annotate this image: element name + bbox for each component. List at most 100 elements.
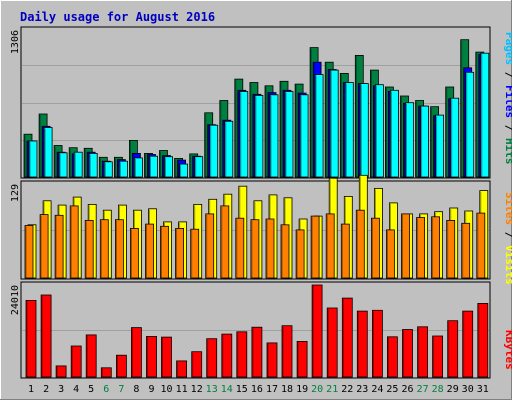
bar-sites-day-19 [295, 229, 305, 279]
bar-kbytes-day-27 [417, 326, 429, 378]
bar-sites-day-8 [129, 227, 139, 279]
series-label-part: Sites [503, 192, 512, 225]
series-label-part: KBytes [503, 330, 512, 370]
series-label-part: Visits [503, 245, 512, 285]
bar-pages-day-28 [435, 114, 445, 178]
bar-sites-day-13 [205, 213, 215, 279]
bar-pages-day-30 [465, 71, 475, 178]
bar-sites-day-10 [160, 225, 169, 279]
bar-pages-day-26 [405, 102, 414, 178]
bar-pages-day-12 [194, 156, 204, 178]
x-tick-day-3: 3 [58, 384, 64, 395]
bar-sites-day-7 [115, 219, 124, 279]
bar-sites-day-28 [431, 216, 441, 279]
bar-kbytes-day-13 [206, 338, 218, 378]
bar-pages-day-21 [329, 69, 339, 178]
bar-sites-day-20 [310, 215, 320, 279]
bar-pages-day-31 [480, 52, 490, 178]
bar-pages-day-1 [28, 140, 38, 178]
panel2-series-label: Sites / Visits [503, 192, 512, 285]
x-tick-day-7: 7 [118, 384, 124, 395]
bar-sites-day-4 [69, 205, 79, 279]
bar-pages-day-22 [344, 82, 354, 178]
bar-kbytes-day-7 [116, 354, 127, 378]
x-tick-day-15: 15 [236, 384, 248, 395]
x-tick-day-16: 16 [251, 384, 263, 395]
bar-pages-day-20 [314, 74, 324, 178]
bar-kbytes-day-25 [386, 336, 398, 378]
x-tick-day-8: 8 [133, 384, 139, 395]
x-tick-day-25: 25 [386, 384, 398, 395]
chart-title: Daily usage for August 2016 [20, 10, 215, 24]
bar-sites-day-3 [54, 214, 64, 279]
bar-sites-day-31 [476, 212, 486, 279]
bar-sites-day-29 [446, 219, 456, 279]
x-tick-day-17: 17 [266, 384, 278, 395]
bar-kbytes-day-17 [266, 342, 278, 378]
bar-kbytes-day-21 [326, 307, 338, 378]
panel3-series-label: KBytes [503, 330, 512, 370]
bar-kbytes-day-12 [191, 351, 203, 378]
x-tick-day-28: 28 [432, 384, 444, 395]
bar-kbytes-day-1 [25, 299, 37, 378]
bar-sites-day-6 [99, 219, 109, 279]
bar-kbytes-day-16 [251, 326, 263, 378]
panel2-max-label: 129 [10, 184, 21, 202]
bar-sites-day-15 [235, 217, 245, 279]
bar-pages-day-8 [133, 157, 143, 178]
series-label-part: / [503, 118, 512, 138]
bar-sites-day-22 [340, 223, 350, 279]
x-tick-day-31: 31 [477, 384, 489, 395]
bar-sites-day-21 [325, 213, 335, 279]
bar-pages-day-19 [299, 94, 309, 178]
bar-kbytes-day-8 [130, 327, 142, 378]
bar-kbytes-day-6 [100, 367, 112, 378]
bar-sites-day-23 [355, 209, 365, 279]
bar-sites-day-2 [39, 214, 49, 279]
bar-kbytes-day-18 [281, 325, 293, 378]
bar-sites-day-12 [190, 228, 200, 279]
bar-pages-day-17 [269, 94, 279, 178]
bar-kbytes-day-31 [477, 302, 489, 378]
bar-sites-day-18 [280, 224, 290, 279]
x-tick-day-21: 21 [326, 384, 338, 395]
x-tick-day-11: 11 [176, 384, 188, 395]
bar-kbytes-day-9 [146, 335, 157, 378]
bar-pages-day-25 [389, 89, 399, 178]
bar-kbytes-day-2 [40, 294, 52, 378]
bar-kbytes-day-30 [462, 310, 474, 378]
x-tick-day-19: 19 [296, 384, 308, 395]
x-tick-day-10: 10 [160, 384, 172, 395]
bar-kbytes-day-23 [356, 310, 368, 378]
bar-sites-day-17 [265, 218, 275, 279]
bar-kbytes-day-3 [55, 365, 67, 378]
x-tick-day-27: 27 [417, 384, 429, 395]
bar-sites-day-16 [250, 219, 260, 279]
x-tick-day-14: 14 [221, 384, 233, 395]
bar-kbytes-day-5 [85, 334, 97, 378]
bar-kbytes-day-15 [236, 331, 248, 378]
bar-kbytes-day-10 [161, 336, 172, 378]
x-tick-day-2: 2 [43, 384, 49, 395]
bar-pages-day-16 [254, 95, 264, 178]
bar-kbytes-day-24 [371, 309, 383, 378]
bar-pages-day-24 [374, 84, 384, 178]
x-tick-day-30: 30 [462, 384, 474, 395]
x-tick-day-24: 24 [371, 384, 383, 395]
bar-pages-day-27 [420, 105, 430, 178]
bar-pages-day-10 [164, 156, 173, 178]
bar-pages-day-29 [450, 97, 460, 178]
bar-kbytes-day-4 [70, 345, 82, 378]
panel1-series-label: Pages / Files / Hits [503, 32, 512, 165]
bar-sites-day-11 [175, 227, 185, 279]
x-tick-day-18: 18 [281, 384, 293, 395]
bar-kbytes-day-28 [432, 335, 444, 378]
x-tick-day-26: 26 [401, 384, 413, 395]
x-tick-day-5: 5 [88, 384, 94, 395]
bar-pages-day-9 [149, 155, 158, 178]
bar-sites-day-5 [84, 219, 94, 279]
x-tick-day-20: 20 [311, 384, 323, 395]
bar-kbytes-day-11 [176, 360, 188, 378]
bar-kbytes-day-14 [221, 333, 233, 378]
